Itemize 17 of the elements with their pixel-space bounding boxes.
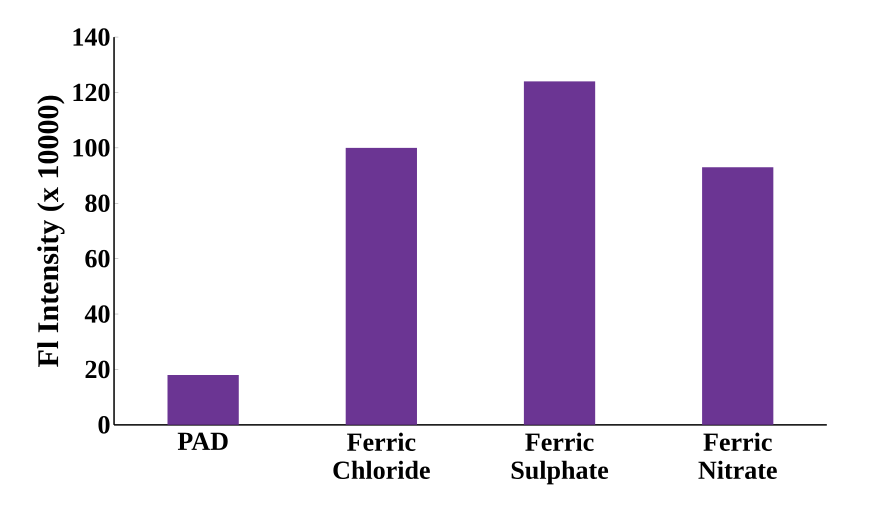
bar — [168, 375, 239, 425]
y-tick-label: 60 — [85, 250, 110, 268]
x-tick-label: Ferric Nitrate — [698, 432, 777, 480]
bar — [346, 148, 417, 425]
y-tick-label: 100 — [74, 139, 110, 157]
x-tick-label: Ferric Sulphate — [512, 432, 608, 484]
x-tick-label: Ferric Chloride — [333, 432, 430, 480]
y-tick-label: 20 — [86, 360, 110, 378]
y-tick-label: 0 — [98, 416, 110, 434]
bar — [524, 81, 596, 425]
y-axis-title: Fl Intensity (x 10000) — [37, 96, 65, 367]
bar — [702, 167, 774, 425]
y-tick-label: 120 — [74, 84, 110, 102]
y-tick-label: 80 — [85, 194, 110, 212]
y-tick-label: 40 — [84, 305, 110, 323]
y-tick-label: 140 — [74, 28, 110, 46]
x-tick-label: PAD — [178, 432, 228, 450]
